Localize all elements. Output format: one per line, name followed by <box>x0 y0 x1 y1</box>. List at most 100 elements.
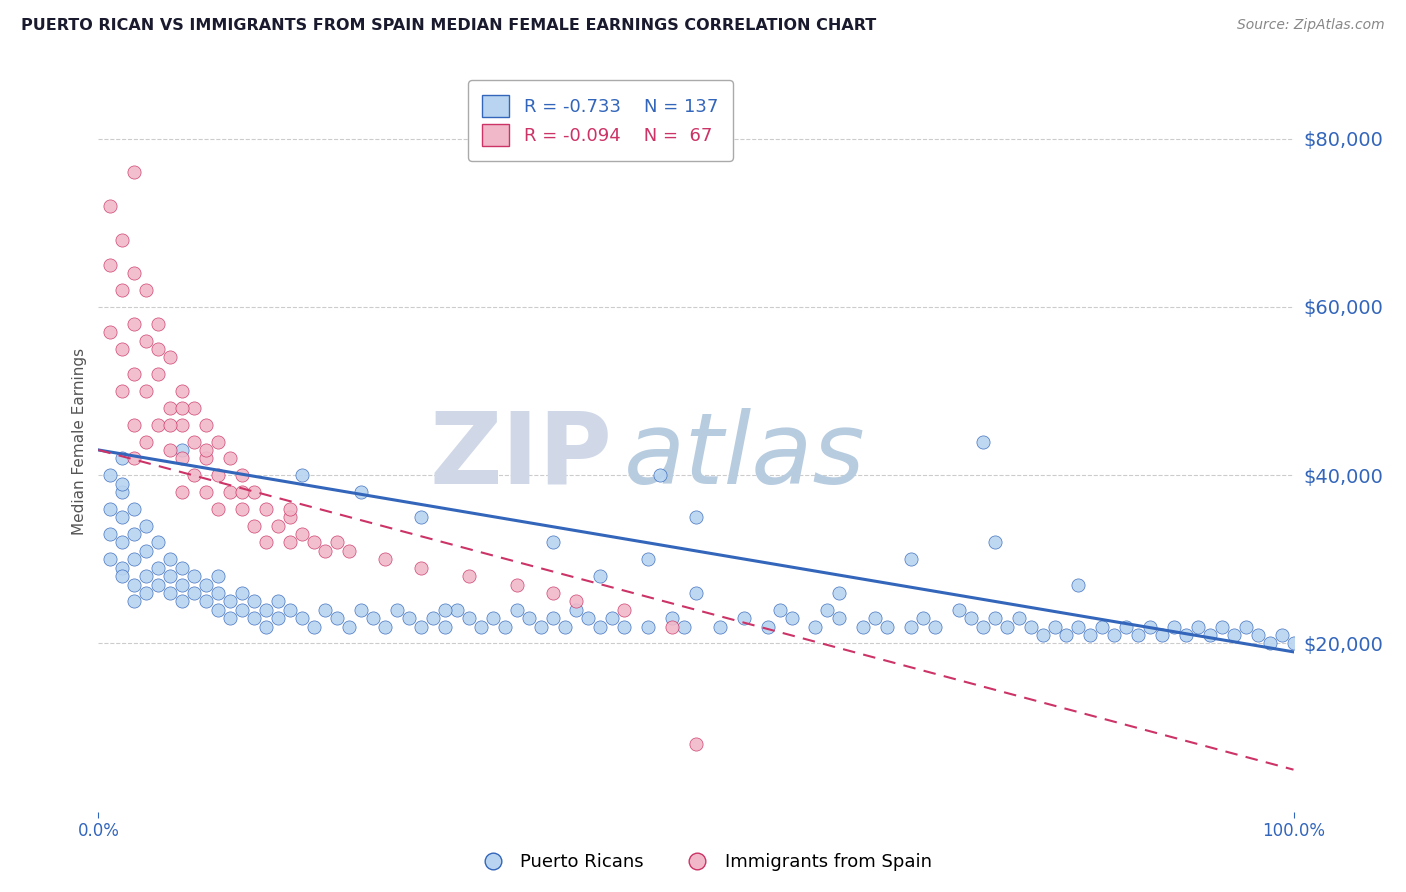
Point <box>148 368 170 382</box>
Point <box>876 619 898 633</box>
Point <box>1032 628 1054 642</box>
Point <box>530 619 553 633</box>
Point <box>1115 619 1137 633</box>
Point <box>709 619 731 633</box>
Point <box>148 317 170 331</box>
Point <box>804 619 827 633</box>
Point <box>207 569 229 583</box>
Point <box>111 233 134 247</box>
Point <box>172 560 194 574</box>
Point <box>135 569 157 583</box>
Point <box>124 527 146 541</box>
Point <box>195 594 218 608</box>
Point <box>315 603 337 617</box>
Point <box>434 619 457 633</box>
Legend: Puerto Ricans, Immigrants from Spain: Puerto Ricans, Immigrants from Spain <box>467 847 939 879</box>
Point <box>1139 619 1161 633</box>
Point <box>135 544 157 558</box>
Point <box>172 401 194 415</box>
Point <box>254 535 277 549</box>
Point <box>422 611 444 625</box>
Point <box>254 501 277 516</box>
Point <box>1247 628 1270 642</box>
Point <box>124 165 146 179</box>
Point <box>350 603 373 617</box>
Point <box>278 510 301 524</box>
Point <box>900 552 922 566</box>
Point <box>207 501 229 516</box>
Point <box>195 442 218 457</box>
Point <box>159 569 181 583</box>
Point <box>637 619 659 633</box>
Point <box>1187 619 1209 633</box>
Point <box>172 577 194 591</box>
Point <box>1043 619 1066 633</box>
Point <box>1163 619 1185 633</box>
Point <box>98 325 122 339</box>
Point <box>267 594 290 608</box>
Point <box>900 619 922 633</box>
Point <box>685 510 707 524</box>
Point <box>254 603 277 617</box>
Point <box>374 619 396 633</box>
Point <box>1211 619 1233 633</box>
Point <box>148 342 170 356</box>
Point <box>565 594 588 608</box>
Point <box>231 468 253 483</box>
Point <box>470 619 492 633</box>
Point <box>243 611 266 625</box>
Point <box>326 535 349 549</box>
Legend: R = -0.733    N = 137, R = -0.094    N =  67: R = -0.733 N = 137, R = -0.094 N = 67 <box>468 80 733 161</box>
Point <box>267 611 290 625</box>
Point <box>135 586 157 600</box>
Point <box>124 501 146 516</box>
Point <box>517 611 540 625</box>
Point <box>972 434 994 449</box>
Point <box>1271 628 1294 642</box>
Point <box>98 527 122 541</box>
Point <box>219 451 242 466</box>
Point <box>661 611 683 625</box>
Point <box>960 611 983 625</box>
Point <box>363 611 385 625</box>
Point <box>350 485 373 500</box>
Point <box>685 586 707 600</box>
Point <box>768 603 790 617</box>
Point <box>243 485 266 500</box>
Point <box>1128 628 1150 642</box>
Point <box>207 586 229 600</box>
Point <box>135 518 157 533</box>
Point <box>1056 628 1078 642</box>
Point <box>541 586 564 600</box>
Point <box>984 535 1007 549</box>
Point <box>111 560 134 574</box>
Point <box>291 527 314 541</box>
Point <box>302 619 325 633</box>
Point <box>828 611 851 625</box>
Point <box>637 552 659 566</box>
Point <box>111 342 134 356</box>
Point <box>458 569 481 583</box>
Point <box>98 501 122 516</box>
Point <box>135 384 157 398</box>
Point <box>124 317 146 331</box>
Point <box>852 619 875 633</box>
Point <box>98 199 122 213</box>
Point <box>661 619 683 633</box>
Point <box>267 518 290 533</box>
Point <box>948 603 970 617</box>
Point <box>111 384 134 398</box>
Point <box>243 518 266 533</box>
Point <box>111 485 134 500</box>
Point <box>159 442 181 457</box>
Point <box>924 619 946 633</box>
Point <box>111 476 134 491</box>
Point <box>554 619 576 633</box>
Point <box>565 603 588 617</box>
Point <box>458 611 481 625</box>
Point <box>135 334 157 348</box>
Point <box>124 552 146 566</box>
Point <box>648 468 672 483</box>
Point <box>1067 577 1090 591</box>
Point <box>411 619 433 633</box>
